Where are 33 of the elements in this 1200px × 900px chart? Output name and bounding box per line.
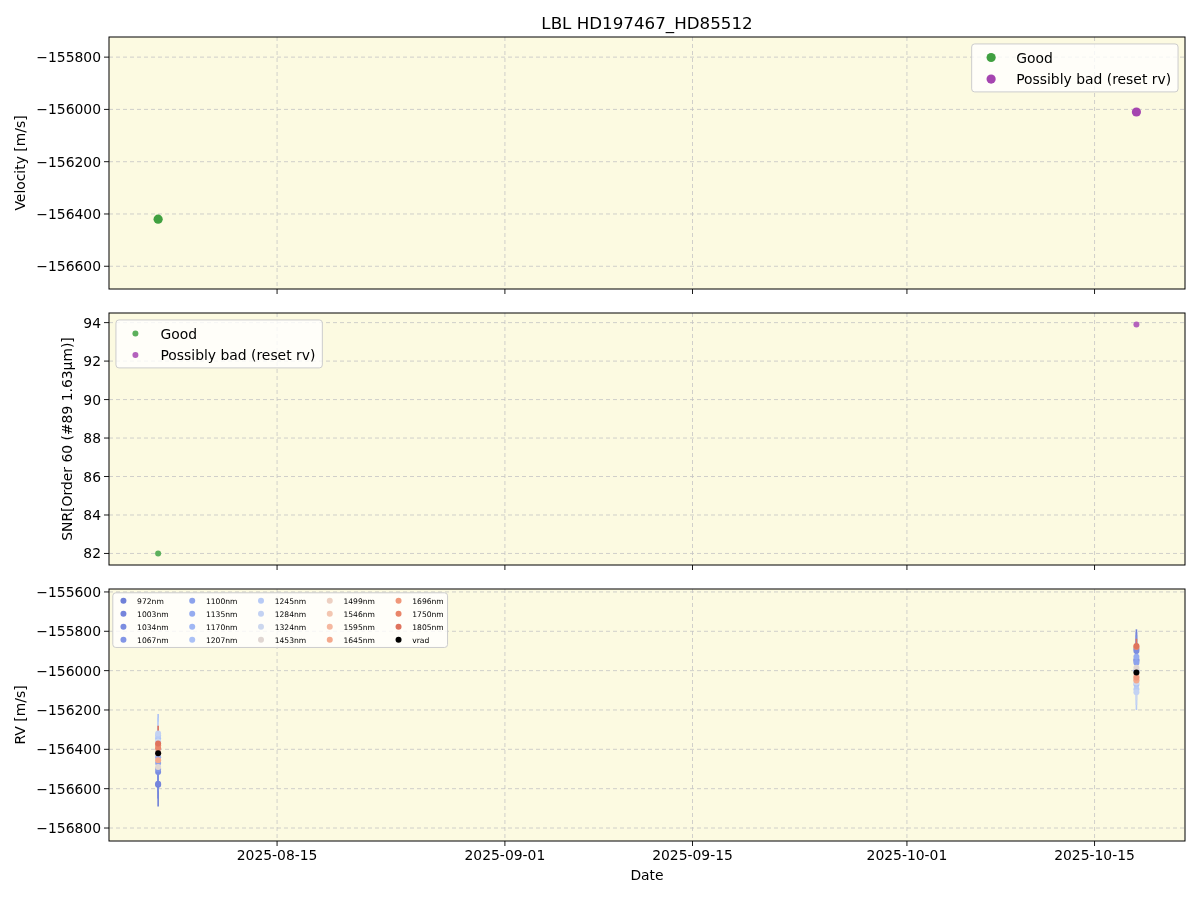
legend-label: Good [160, 325, 198, 342]
y-tick-label: 92 [83, 353, 101, 370]
y-tick-label: 86 [83, 468, 101, 485]
y-tick-label: −155800 [36, 49, 101, 66]
y-tick-label: −155600 [36, 583, 101, 600]
y-tick-label: −156200 [36, 153, 101, 170]
legend-label: Possibly bad (reset rv) [1016, 71, 1172, 88]
y-tick-label: −156200 [36, 701, 101, 718]
y-axis-title: SNR[Order 60 (#89 1.63μm)] [59, 337, 76, 541]
x-tick-label: 2025-10-15 [1054, 847, 1135, 864]
y-tick-label: −156600 [36, 258, 101, 275]
y-tick-label: 88 [83, 430, 101, 447]
y-tick-label: −156800 [36, 820, 101, 837]
y-tick-label: −156400 [36, 741, 101, 758]
x-tick-label: 2025-10-01 [866, 847, 948, 864]
legend-label: Possibly bad (reset rv) [160, 347, 316, 364]
y-tick-label: 84 [83, 506, 102, 523]
legend-label: Good [1016, 49, 1053, 66]
chart-title: LBL HD197467_HD85512 [541, 13, 753, 34]
y-tick-label: −156600 [36, 780, 101, 797]
y-tick-label: −156400 [36, 205, 101, 222]
y-tick-label: −155800 [36, 623, 101, 640]
y-tick-label: 94 [83, 314, 102, 331]
y-tick-label: 90 [83, 391, 101, 408]
x-tick-label: 2025-09-15 [652, 847, 733, 864]
y-tick-label: −156000 [36, 662, 101, 679]
x-tick-label: 2025-09-01 [464, 847, 546, 864]
y-tick-label: 82 [83, 545, 101, 562]
y-axis-title: RV [m/s] [12, 685, 29, 745]
y-tick-label: −156000 [36, 101, 101, 118]
x-tick-label: 2025-08-15 [236, 847, 318, 864]
y-axis-title: Velocity [m/s] [12, 115, 29, 211]
x-axis-title: Date [630, 867, 664, 884]
